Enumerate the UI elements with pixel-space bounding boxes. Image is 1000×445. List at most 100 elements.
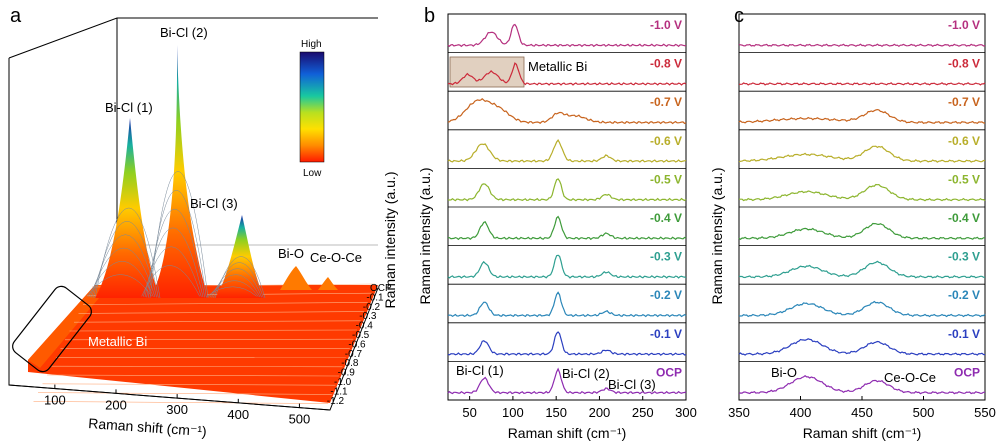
waterfall-strand [78,311,365,314]
series-line [738,375,985,395]
series-label: -0.7 V [650,95,682,109]
potential-tick-label: -0.7 [345,349,363,360]
series-label: -0.6 V [650,134,682,148]
series-label: -1.0 V [948,18,980,32]
peak-strand [88,261,154,297]
series-line [739,183,986,202]
peak-strand [209,274,261,298]
potential-tick-label: -1.0 [334,377,352,388]
panel-b: b Raman intensity (a.u.) Raman intensity… [382,5,697,441]
waterfall-strand [33,401,329,404]
series-line [447,178,687,202]
potential-tick-label: -0.1 [366,292,384,303]
series-line [448,215,687,241]
potential-tick-label: -0.2 [363,302,381,313]
panel-b-metallic-bi-box [449,56,525,88]
series-label: -0.4 V [948,211,980,225]
series-line [738,82,986,86]
panel-b-label-bicl2: Bi-Cl (2) [562,366,610,381]
peak-strand [208,280,259,297]
waterfall-strand [73,320,361,323]
colorbar-low-label: Low [303,168,322,179]
series-line [738,338,986,356]
series-label: -1.0 V [650,18,682,32]
panel-a-peak-ceoce [318,277,338,290]
x-tick-label: 350 [728,405,750,420]
panel-c-y-title: Raman intensity (a.u.) [709,168,725,305]
series-label: -0.7 V [948,95,980,109]
panel-b-y-outer-title: Raman intensity (a.u.) [382,172,398,309]
potential-tick-label: -1.1 [330,386,348,397]
panel-c-plot: -1.0 V -0.8 V -0.7 V -0.6 V -0.5 V -0.4 V -0.3… [738,18,986,395]
series-line [447,138,687,163]
panel-b-x-title: Raman shift (cm⁻¹) [508,425,627,441]
x-tick-label: 200 [105,397,127,412]
series-line [447,98,687,125]
series-label: -0.1 V [650,327,682,341]
colorbar [299,51,325,163]
panel-b-metallic-bi-label: Metallic Bi [528,59,587,74]
panel-c: c Raman intensity (a.u.) -1.0 V-0.8 V-0.… [709,5,996,441]
potential-tick-label: -0.3 [359,311,377,322]
panel-b-letter: b [424,5,435,27]
panel-a-letter: a [10,5,22,27]
potential-tick-label: -1.2 [327,396,345,407]
x-tick-label: 300 [675,405,697,420]
series-label: OCP [954,365,980,379]
potential-tick-label: OCP [370,283,392,294]
label-bio: Bi-O [278,246,304,261]
x-tick-label: 300 [166,402,188,417]
x-tick-label: 500 [289,412,311,427]
waterfall-strand [37,392,332,395]
label-ceoce: Ce-O-Ce [310,250,362,265]
series-line [447,23,687,48]
peak-strand [93,221,159,298]
series-label: -0.1 V [948,327,980,341]
panel-a-strands [33,283,376,404]
x-tick-label: 100 [44,393,66,408]
panel-b-plot: -1.0 V -0.8 V -0.7 V -0.6 V -0.5 V -0.4 V -0.3… [447,18,687,395]
waterfall-strand [64,338,354,341]
panel-a: a High Low Bi-Cl (2) Bi-Cl (1) Bi-Cl (3)… [8,5,392,439]
series-label: -0.6 V [948,134,980,148]
series-line [447,291,687,318]
colorbar-high-label: High [301,39,322,50]
panel-a-peak-bio [280,266,312,290]
panel-a-potential-ticks: OCP-0.1-0.2-0.3-0.4-0.5-0.6-0.7-0.8-0.9-… [327,283,392,407]
series-line [447,254,687,279]
label-bicl1: Bi-Cl (1) [105,100,153,115]
panel-a-x-title: Raman shift (cm⁻¹) [88,415,207,439]
x-tick-label: 50 [462,405,476,420]
panel-b-label-bicl3: Bi-Cl (3) [608,377,656,392]
waterfall-strand [46,374,340,377]
x-tick-label: 100 [502,405,524,420]
series-label: OCP [656,365,682,379]
series-label: -0.2 V [650,288,682,302]
panel-b-y-title: Raman intensity (a.u.) [417,168,433,305]
series-line [738,260,986,279]
waterfall-strand [82,302,368,305]
panel-c-x-title: Raman shift (cm⁻¹) [803,425,922,441]
panel-b-x-ticks: 50 100 150 200 250 300 [462,396,697,420]
label-bicl3: Bi-Cl (3) [190,196,238,211]
x-tick-label: 200 [589,405,611,420]
series-line [447,367,687,395]
series-label: -0.2 V [948,288,980,302]
potential-tick-label: -0.4 [356,321,374,332]
panel-a-x-ticks: 100 200 300 400 500 [44,384,311,427]
metallic-bi-highlight [12,285,92,373]
peak-strand [86,274,152,297]
series-line [447,62,687,86]
series-label: -0.3 V [948,250,980,264]
potential-tick-label: -0.6 [348,339,366,350]
potential-tick-label: -0.9 [338,368,356,379]
waterfall-strand [42,383,336,386]
peak-strand [214,256,266,299]
series-label: -0.5 V [948,172,980,186]
label-bicl2: Bi-Cl (2) [160,25,208,40]
x-tick-label: 400 [790,405,812,420]
x-tick-label: 500 [913,405,935,420]
series-label: -0.8 V [948,57,980,71]
series-label: -0.8 V [650,57,682,71]
